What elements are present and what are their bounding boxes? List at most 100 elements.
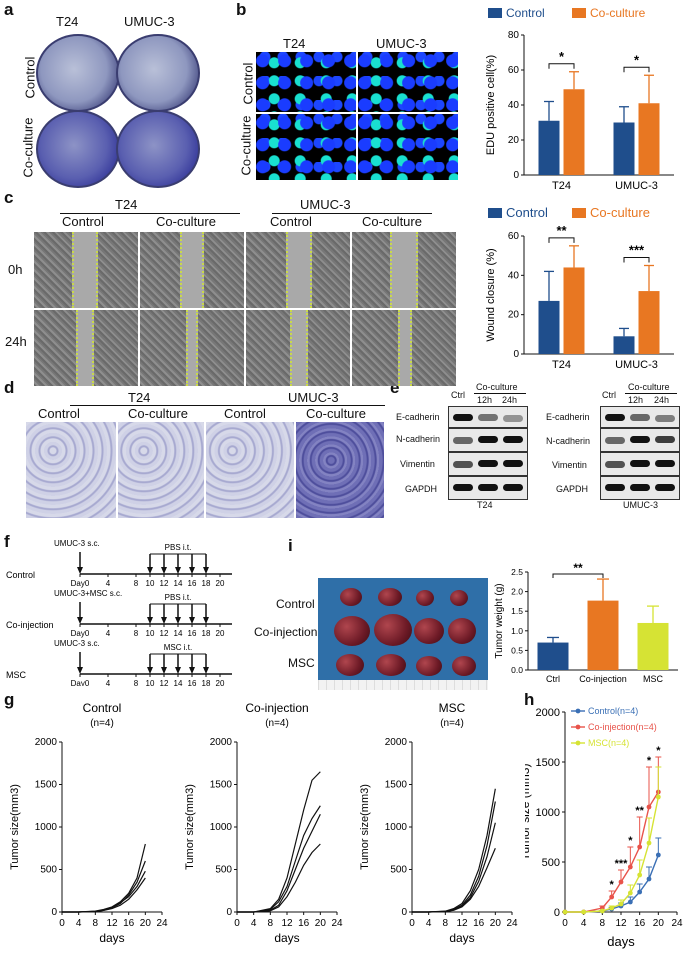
- x-tick-label: 24: [331, 918, 343, 929]
- sig-marker: *: [656, 745, 661, 757]
- series-line-4: [412, 848, 496, 913]
- x-tick-label: 12: [106, 918, 118, 929]
- c-group-umuc3: UMUC-3: [300, 197, 351, 212]
- y-axis-label: Tumor weight (g): [494, 583, 505, 658]
- x-tick-label: UMUC-3: [615, 359, 658, 371]
- e-right-blot-gapdh: [600, 476, 680, 500]
- c-row-24h: 24h: [5, 334, 27, 349]
- f-arrow-head: [77, 617, 83, 624]
- panel-letter-g: g: [4, 690, 15, 709]
- sig-marker: *: [628, 835, 633, 847]
- c-img-t24-control-24h: [34, 310, 138, 386]
- f-arrow-head: [161, 617, 167, 624]
- d-img-umuc3-coculture: [296, 422, 384, 518]
- f-tick-label: 10: [146, 679, 155, 686]
- c-img-t24-control-0h: [34, 232, 138, 308]
- data-point: [618, 879, 624, 885]
- y-tick-label: 2000: [210, 737, 233, 748]
- legend-marker: [575, 724, 581, 730]
- e-right-coculture-line: [625, 393, 677, 394]
- panel-letter-c: c: [4, 188, 14, 207]
- y-tick-label: 60: [508, 65, 520, 76]
- bar-co-culture: [563, 89, 585, 175]
- b-row-coculture: Co-culture: [238, 115, 254, 176]
- y-tick-label: 0: [51, 907, 57, 918]
- sig-bracket: [548, 237, 575, 243]
- x-tick-label: 8: [600, 918, 606, 929]
- chart-b-edu: 0 20 40 60 80 EDU positive cell(%) T24 * UMUC-3 *…: [485, 6, 674, 192]
- x-tick-label: 12: [456, 918, 468, 929]
- sig-bracket: [623, 66, 650, 73]
- bar-control: [538, 120, 560, 175]
- f-tick-label: 8: [134, 679, 139, 686]
- data-point: [646, 840, 652, 846]
- c-img-umuc3-coculture-0h: [352, 232, 456, 308]
- data-point: [627, 890, 633, 896]
- x-tick-label: 24: [506, 918, 518, 929]
- c-group-t24: T24: [115, 197, 138, 212]
- f-tick-label: 12: [160, 629, 169, 638]
- x-tick-label: UMUC-3: [615, 180, 658, 192]
- y-tick-label: 0.0: [511, 665, 523, 675]
- d-group-t24-line: [70, 405, 250, 406]
- f-tick-label: 20: [216, 679, 225, 686]
- data-point: [627, 864, 633, 870]
- x-tick-label: 16: [298, 918, 310, 929]
- x-tick-label: 8: [93, 918, 99, 929]
- data-point: [609, 905, 615, 911]
- x-axis-label: days: [99, 931, 124, 945]
- y-tick-label: 2.0: [511, 587, 523, 597]
- f-arrow-head: [147, 667, 153, 674]
- d-sub-control-1: Control: [38, 406, 80, 421]
- d-group-umuc3: UMUC-3: [288, 390, 339, 405]
- panel-letter-e: e: [390, 378, 400, 397]
- e-left-blot-ecad: [448, 406, 528, 428]
- data-point: [609, 894, 615, 900]
- x-axis-label: days: [274, 931, 299, 945]
- x-tick-label: 20: [490, 918, 502, 929]
- y-axis-label: Tumor size(mm3): [359, 784, 371, 870]
- x-tick-label: 0: [234, 918, 240, 929]
- y-tick-label: 20: [508, 310, 520, 321]
- e-right-24h: 24h: [654, 395, 670, 405]
- data-point: [618, 901, 624, 907]
- sig-marker: **: [635, 805, 644, 817]
- f-row-label: Control: [6, 570, 35, 580]
- y-tick-label: 0.5: [511, 645, 523, 655]
- legend-swatch-coculture: [572, 208, 586, 218]
- f-tick-label: 8: [134, 579, 139, 588]
- y-tick-label: 1500: [35, 780, 58, 791]
- f-arrow-head: [147, 617, 153, 624]
- c-img-umuc3-control-0h: [246, 232, 350, 308]
- x-tick-label: 8: [268, 918, 274, 929]
- y-tick-label: 2000: [536, 707, 560, 719]
- y-tick-label: 1000: [385, 822, 408, 833]
- y-axis-label: Tumor size (mm3): [525, 764, 532, 861]
- f-tick-label: 16: [188, 679, 197, 686]
- legend-swatch-coculture: [572, 8, 586, 18]
- e-left-prot-ncad: N-cadherin: [396, 434, 441, 444]
- y-tick-label: 2000: [35, 737, 58, 748]
- a-col-t24: T24: [56, 14, 79, 29]
- x-tick-label: 16: [123, 918, 135, 929]
- c-img-umuc3-coculture-24h: [352, 310, 456, 386]
- c-group-t24-line: [60, 213, 240, 214]
- panel-letter-f: f: [4, 532, 10, 551]
- y-tick-label: 2.5: [511, 567, 523, 577]
- series-line-4: [62, 877, 146, 913]
- panel-letter-h: h: [524, 690, 535, 709]
- x-tick-label: 20: [140, 918, 152, 929]
- d-sub-control-2: Control: [224, 406, 266, 421]
- chart-c-wound: 0 20 40 60 Wound closure (%) T24 ** UMUC-3 *** Co…: [485, 205, 674, 371]
- series-line-1: [412, 788, 496, 913]
- e-right-prot-vim: Vimentin: [552, 460, 587, 470]
- x-tick-label: 20: [653, 918, 665, 929]
- a-dish-umuc3-coculture: [116, 110, 200, 188]
- x-tick-label: 24: [671, 918, 683, 929]
- data-point: [599, 908, 605, 914]
- f-tick-label: 8: [134, 629, 139, 638]
- g-title: Co-injection: [245, 701, 308, 715]
- g-subtitle: (n=4): [265, 718, 289, 729]
- e-left-blot-vim: [448, 452, 528, 476]
